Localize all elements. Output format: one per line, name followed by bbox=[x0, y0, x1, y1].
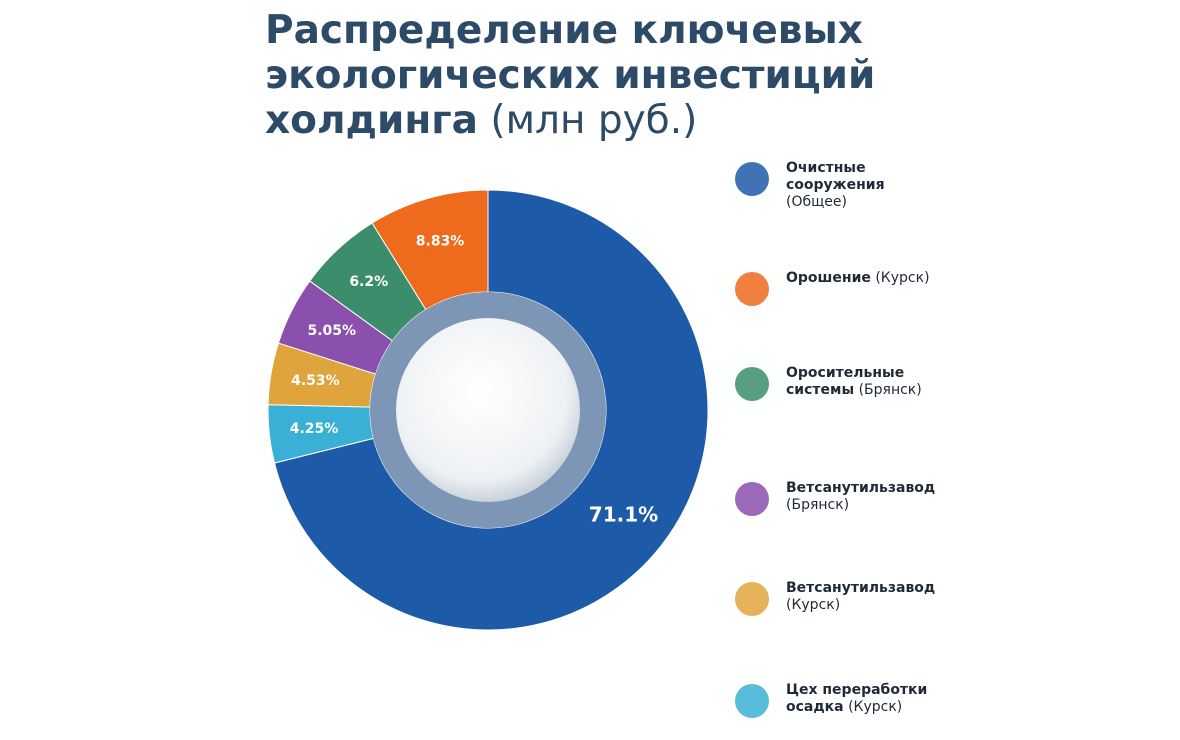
legend-name: Орошение bbox=[786, 270, 871, 286]
legend-item: Оросительные системы (Брянск) bbox=[786, 365, 936, 399]
donut-slice bbox=[371, 189, 489, 311]
legend-name: Ветсанутильзавод bbox=[786, 480, 936, 496]
legend-region: (Курск) bbox=[848, 699, 903, 715]
value-label: 6.2% bbox=[349, 274, 388, 290]
legend-name: Ветсанутильзавод bbox=[786, 580, 936, 596]
title-block: Распределение ключевых экологических инв… bbox=[265, 8, 885, 143]
legend-name: Очистные сооружения bbox=[786, 160, 885, 193]
legend-region: (Курск) bbox=[786, 597, 841, 613]
legend-region: (Брянск) bbox=[786, 497, 850, 513]
value-label: 8.83% bbox=[416, 234, 465, 250]
legend-item: Ветсанутильзавод (Курск) bbox=[786, 580, 936, 614]
value-label: 71.1% bbox=[589, 502, 658, 526]
value-label: 4.53% bbox=[291, 373, 340, 389]
legend-item: Очистные сооружения (Общее) bbox=[786, 160, 936, 211]
legend-icon bbox=[735, 162, 769, 196]
chart-unit: (млн руб.) bbox=[490, 98, 698, 143]
value-label: 5.05% bbox=[307, 323, 356, 339]
legend-name: Цех переработки осадка bbox=[786, 682, 928, 715]
legend-icon bbox=[735, 684, 769, 718]
legend-icon bbox=[735, 582, 769, 616]
chart-title: Распределение ключевых экологических инв… bbox=[265, 8, 876, 143]
legend-region: (Курск) bbox=[875, 270, 930, 286]
legend-icon bbox=[735, 367, 769, 401]
value-label: 4.25% bbox=[290, 421, 339, 437]
donut-hole bbox=[396, 318, 580, 502]
legend-item: Ветсанутильзавод (Брянск) bbox=[786, 480, 936, 514]
legend-region: (Общее) bbox=[786, 194, 847, 210]
legend-item: Цех переработки осадка (Курск) bbox=[786, 682, 936, 716]
legend-item: Орошение (Курск) bbox=[786, 270, 936, 287]
legend-name: Оросительные системы bbox=[786, 365, 905, 398]
legend-icon bbox=[735, 482, 769, 516]
legend-icon bbox=[735, 272, 769, 306]
legend-region: (Брянск) bbox=[858, 382, 922, 398]
